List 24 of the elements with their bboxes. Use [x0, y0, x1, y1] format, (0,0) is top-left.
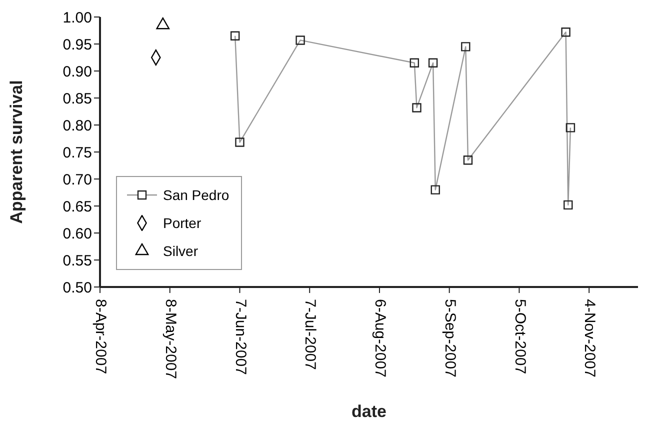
y-tick-label: 0.90: [62, 63, 92, 80]
x-tick-label: 7-Jun-2007: [232, 299, 249, 375]
x-tick-label: 8-May-2007: [162, 299, 179, 380]
x-tick-label: 6-Aug-2007: [372, 299, 389, 378]
y-tick-label: 1.00: [62, 9, 92, 26]
x-tick-label: 4-Nov-2007: [581, 299, 598, 378]
y-tick-label: 0.55: [62, 252, 92, 270]
y-tick-label: 0.95: [62, 36, 92, 54]
y-axis-title: Apparent survival: [7, 80, 26, 224]
y-tick-label: 0.75: [62, 144, 92, 162]
x-tick-label: 7-Jul-2007: [302, 299, 319, 370]
legend-label: Silver: [163, 243, 198, 259]
x-tick-label: 5-Sep-2007: [441, 299, 458, 378]
y-tick-label: 0.60: [62, 225, 92, 242]
x-axis-title: date: [352, 402, 386, 421]
legend-label: Porter: [163, 215, 202, 231]
y-tick-label: 0.80: [62, 117, 92, 134]
x-tick-label: 8-Apr-2007: [92, 299, 110, 374]
y-tick-label: 0.70: [62, 171, 92, 188]
legend-label: San Pedro: [163, 187, 230, 203]
y-tick-label: 0.85: [62, 90, 92, 108]
y-tick-label: 0.65: [62, 198, 92, 216]
x-tick-label: 5-Oct-2007: [511, 299, 528, 374]
y-tick-label: 0.50: [62, 279, 92, 296]
